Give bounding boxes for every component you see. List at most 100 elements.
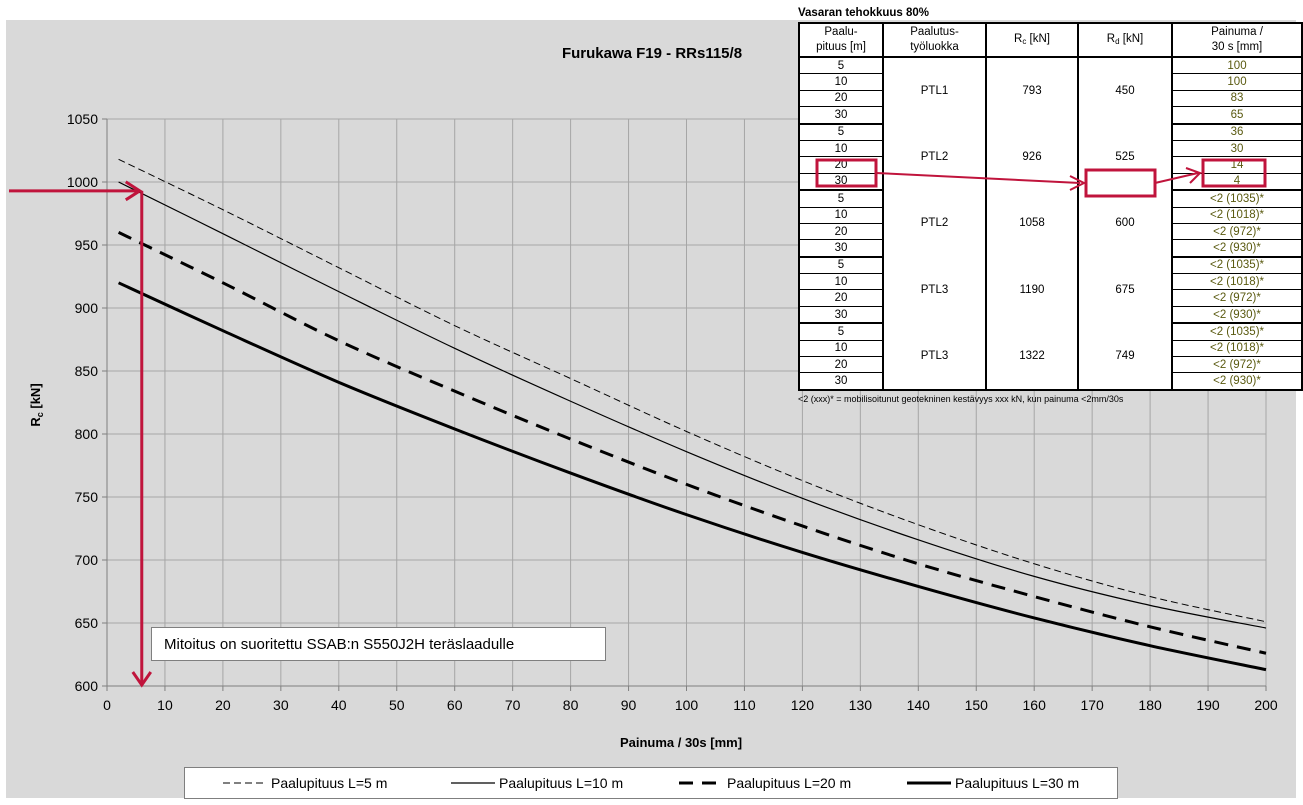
table-row: 5 PTL1 793 450 100	[798, 57, 1303, 124]
y-tick-label: 1050	[67, 111, 98, 127]
cell-class: PTL1	[882, 57, 987, 124]
header-pen-line2: 30 s [mm]	[1211, 41, 1263, 53]
cell-penetration: 36	[1171, 123, 1303, 141]
header-rd: Rd [kN]	[1077, 22, 1173, 58]
table-row: 10 30	[798, 140, 1303, 158]
table-row: 30 <2 (930)*	[798, 239, 1303, 258]
cell-penetration: 65	[1171, 106, 1303, 125]
table-footnote: <2 (xxx)* = mobilisoitunut geotekninen k…	[798, 393, 1124, 404]
cell-length: 10	[798, 340, 884, 358]
cell-length: 10	[798, 273, 884, 291]
y-axis-label-unit: [kN]	[28, 383, 43, 412]
legend: Paalupituus L=5 m Paalupituus L=10 m Paalu…	[184, 767, 1118, 799]
cell-class: PTL3	[882, 256, 987, 324]
table-row: 10 <2 (1018)*	[798, 207, 1303, 224]
cell-length: 30	[798, 106, 884, 125]
y-tick-label: 900	[75, 300, 99, 316]
cell-penetration: 30	[1171, 140, 1303, 158]
legend-label-2: Paalupituus L=10 m	[499, 775, 623, 791]
x-tick-label: 60	[447, 697, 463, 713]
table-row: 30 <2 (930)*	[798, 372, 1303, 391]
x-tick-label: 170	[1080, 697, 1104, 713]
header-rc: Rc [kN]	[985, 22, 1079, 58]
table-row: 10 100	[798, 73, 1303, 91]
y-tick-label: 650	[75, 615, 99, 631]
cell-penetration: <2 (972)*	[1171, 356, 1303, 374]
x-tick-label: 90	[621, 697, 637, 713]
cell-class: PTL3	[882, 323, 987, 390]
cell-class: PTL2	[882, 123, 987, 191]
marker-arrows	[9, 180, 153, 688]
x-tick-label: 150	[965, 697, 989, 713]
cell-length: 5	[798, 57, 884, 75]
table-caption: Vasaran tehokkuus 80%	[798, 7, 930, 19]
x-tick-label: 10	[157, 697, 173, 713]
x-tick-label: 110	[733, 697, 756, 713]
vertical-marker-arrowhead	[131, 671, 153, 688]
cell-penetration: 83	[1171, 90, 1303, 108]
y-tick-label: 1000	[67, 174, 98, 190]
table-row: 20 <2 (972)*	[798, 356, 1303, 374]
chart-title: Furukawa F19 - RRs115/8	[562, 45, 742, 62]
cell-length: 20	[798, 356, 884, 374]
cell-length: 10	[798, 207, 884, 224]
x-tick-label: 30	[273, 697, 289, 713]
table-row: 5 PTL2 1058 600 <2 (1035)*	[798, 190, 1303, 257]
cell-length: 10	[798, 73, 884, 91]
cell-rd: 749	[1077, 323, 1173, 390]
x-tick-label: 50	[389, 697, 405, 713]
x-tick-label: 80	[563, 697, 579, 713]
y-tick-label: 700	[75, 552, 99, 568]
legend-label-1: Paalupituus L=5 m	[271, 775, 387, 791]
series-line-3	[117, 231, 1267, 655]
x-tick-label: 40	[331, 697, 347, 713]
legend-label-4: Paalupituus L=30 m	[955, 775, 1079, 791]
table-row: 20 <2 (972)*	[798, 289, 1303, 307]
table-row: 10 <2 (1018)*	[798, 273, 1303, 291]
cell-penetration: <2 (1035)*	[1171, 256, 1303, 275]
header-pen-line1: Painuma /	[1211, 26, 1263, 38]
y-axis-label-sub: c	[35, 412, 45, 417]
header-rc-unit: [kN]	[1026, 32, 1050, 45]
cell-penetration: <2 (930)*	[1171, 239, 1303, 258]
cell-length: 5	[798, 256, 884, 275]
cell-rc: 1058	[985, 190, 1079, 257]
series-line-1	[118, 158, 1267, 623]
cell-rc: 793	[985, 57, 1079, 124]
cell-rc: 926	[985, 123, 1079, 191]
cell-class: PTL2	[882, 190, 987, 257]
cell-length: 20	[798, 223, 884, 241]
cell-length: 30	[798, 173, 884, 192]
legend-svg: Paalupituus L=5 m Paalupituus L=10 m Paalu…	[223, 775, 1079, 791]
cell-penetration: 14	[1171, 156, 1303, 174]
annotation-box: Mitoitus on suoritettu SSAB:n S550J2H te…	[151, 627, 606, 661]
data-table-panel: Vasaran tehokkuus 80% Paalu-pituus [m] P…	[798, 4, 1303, 404]
header-rd-main: R	[1106, 32, 1116, 45]
header-class: Paalutus-työluokka	[882, 22, 987, 58]
cell-penetration: <2 (972)*	[1171, 289, 1303, 307]
header-length: Paalu-pituus [m]	[798, 22, 884, 58]
series-lines	[117, 158, 1267, 672]
table-body: 5 PTL1 793 450 100 10 100 20 83 30 65 5 PTL2 926 525 36…	[798, 57, 1303, 391]
cell-length: 20	[798, 289, 884, 307]
y-tick-label: 750	[75, 489, 99, 505]
y-tick-label: 950	[75, 237, 99, 253]
cell-rd: 450	[1077, 57, 1173, 124]
cell-rd: 600	[1077, 190, 1173, 257]
cell-penetration: 100	[1171, 57, 1303, 75]
axes: 0 10 20 30 40 50 60 70 80 90 100 110 120 130 140 150 160…	[67, 111, 1278, 713]
table-header-row: Paalu-pituus [m] Paalutus-työluokka Rc […	[798, 22, 1303, 58]
header-length-line2: pituus [m]	[816, 41, 866, 53]
horizontal-marker-arrowhead	[124, 180, 143, 202]
cell-length: 20	[798, 156, 884, 174]
x-tick-label: 140	[907, 697, 931, 713]
cell-length: 5	[798, 323, 884, 341]
cell-length: 5	[798, 123, 884, 141]
x-tick-label: 20	[215, 697, 231, 713]
header-rc-main: R	[1014, 32, 1023, 45]
table-row: 5 PTL3 1322 749 <2 (1035)*	[798, 323, 1303, 390]
x-tick-label: 190	[1196, 697, 1220, 713]
cell-length: 30	[798, 372, 884, 391]
